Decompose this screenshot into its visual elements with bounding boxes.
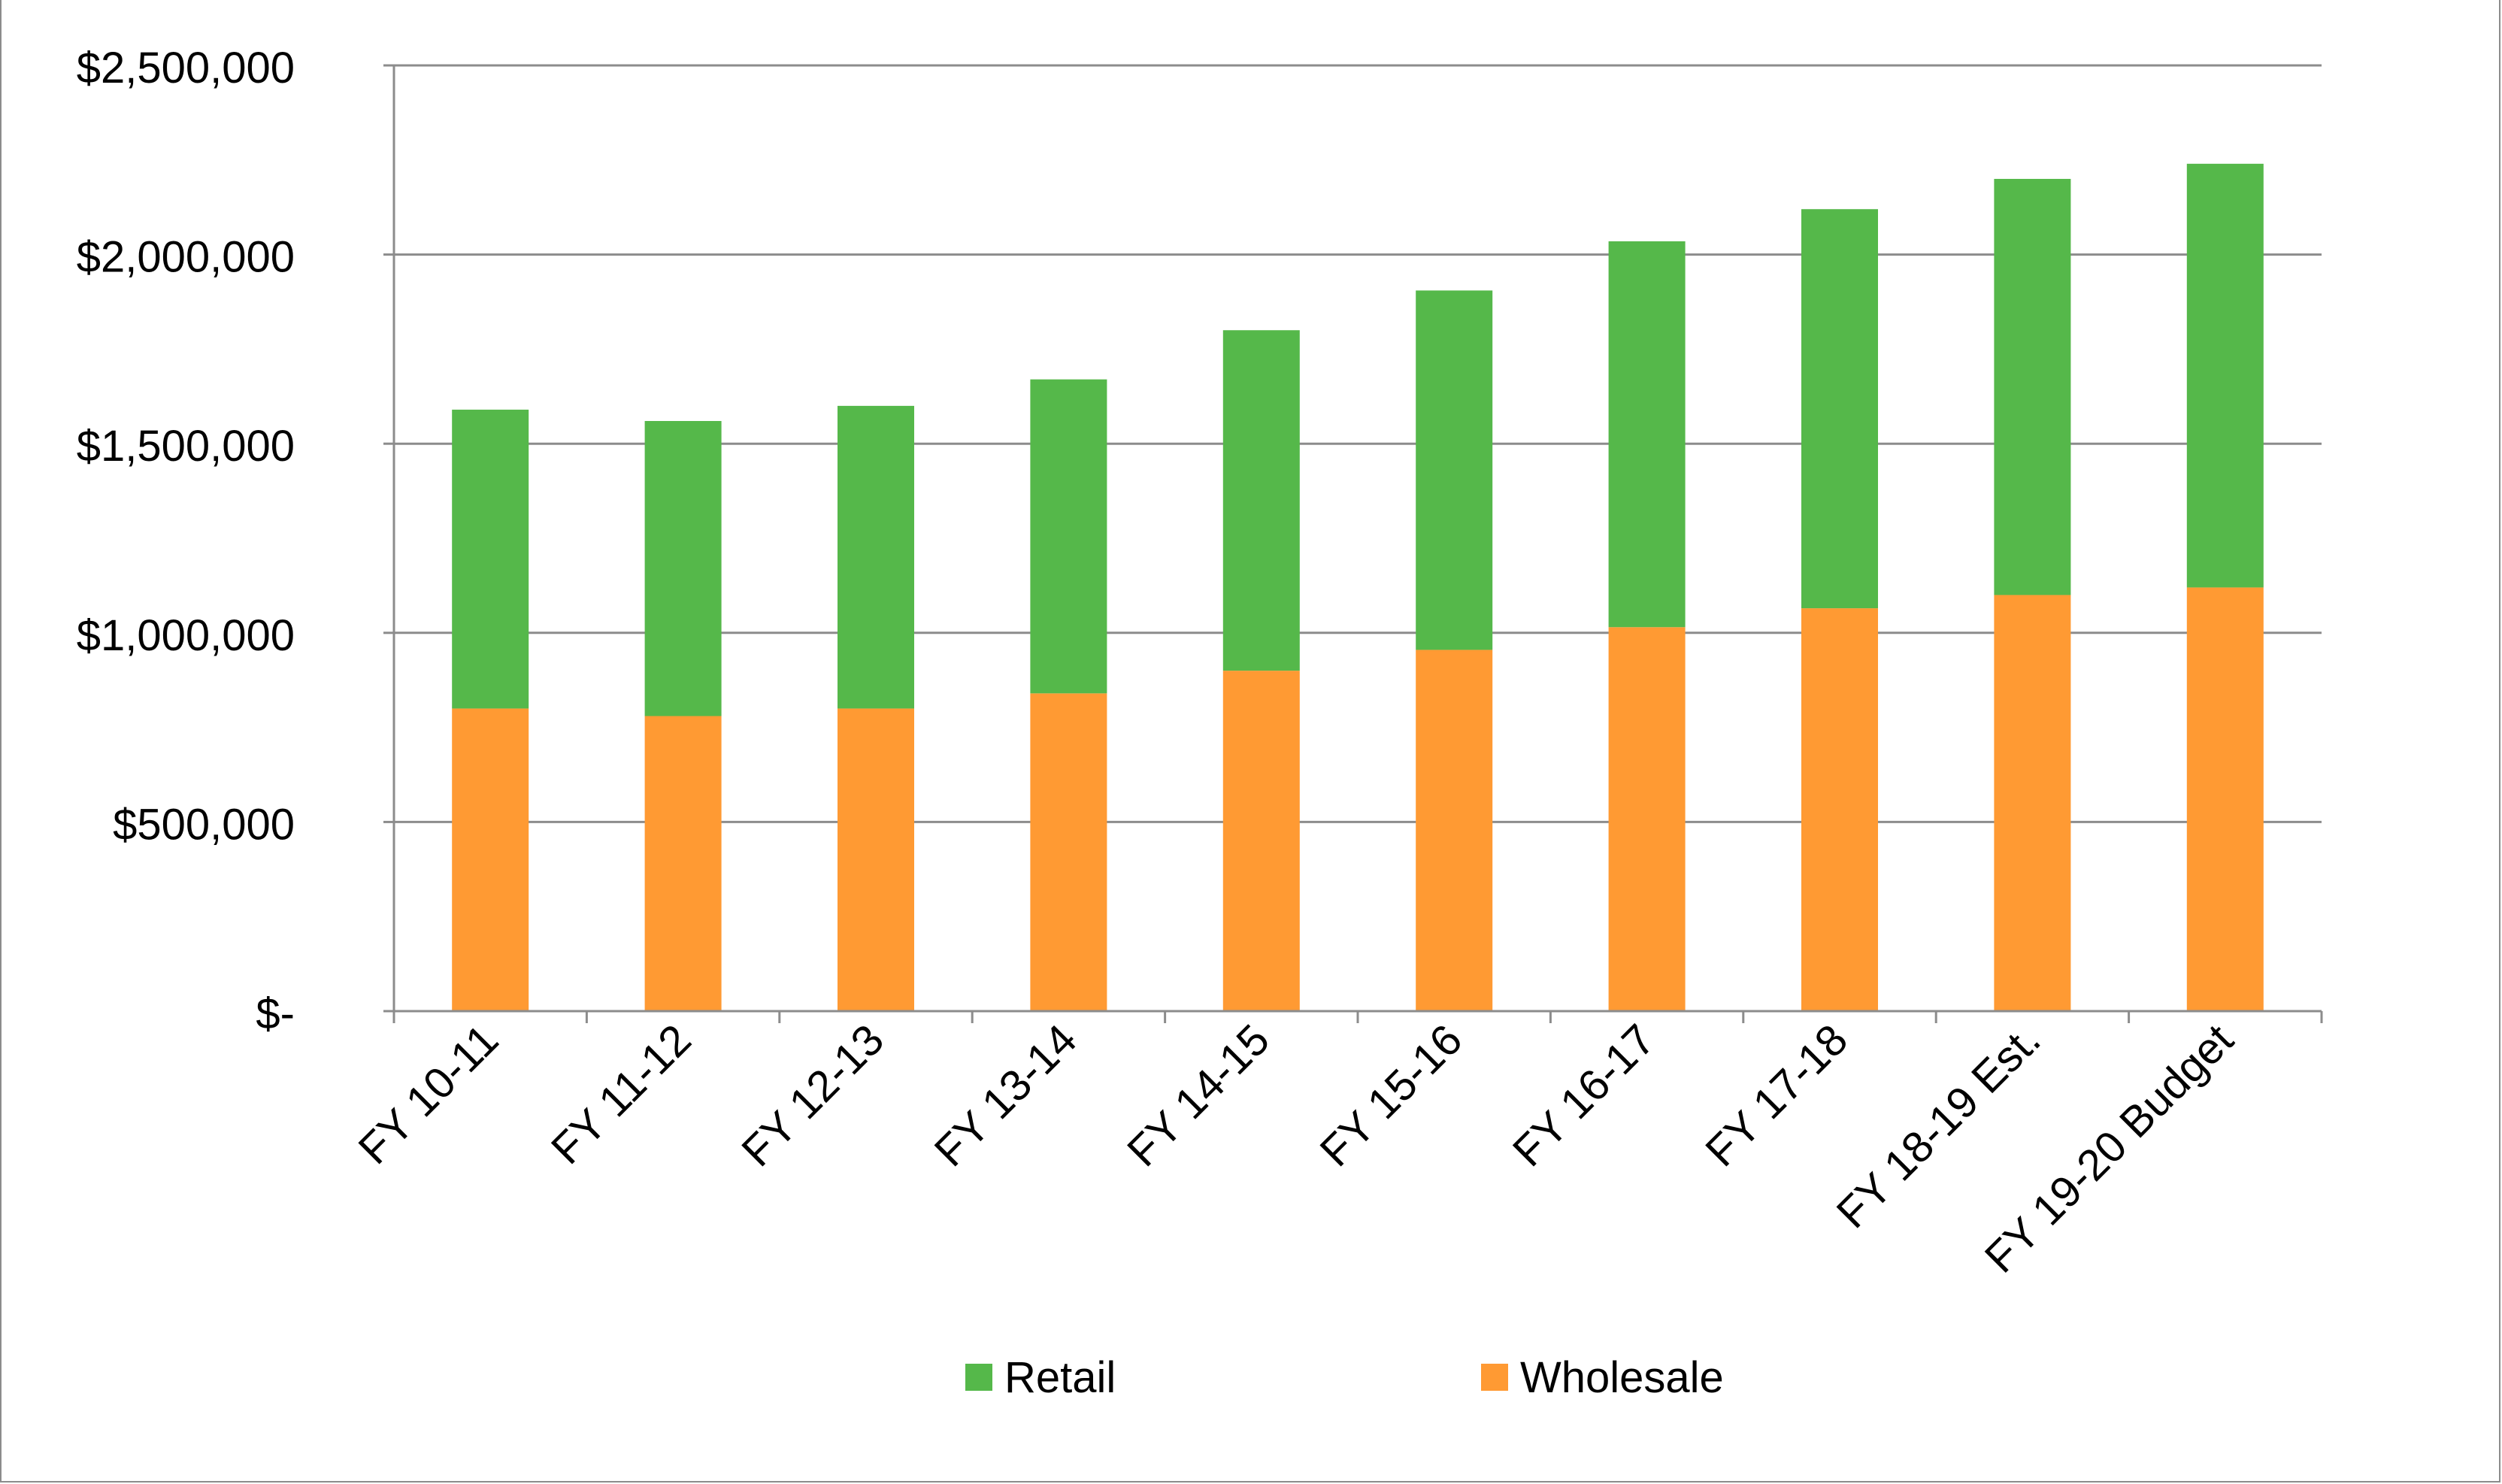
x-tick-label: FY 14-15	[1118, 1015, 1279, 1176]
x-tick-label: FY 13-14	[925, 1015, 1086, 1176]
bar-wholesale	[644, 716, 722, 1011]
bar-retail	[644, 421, 722, 716]
bar-wholesale	[1608, 627, 1686, 1011]
legend-label-wholesale: Wholesale	[1520, 1353, 1724, 1402]
bar-retail	[1608, 241, 1686, 628]
y-tick-label: $-	[256, 989, 295, 1038]
bar-wholesale	[1030, 693, 1107, 1011]
y-tick-label: $500,000	[113, 800, 295, 849]
bar-wholesale	[1222, 671, 1300, 1011]
x-tick-label: FY 12-13	[732, 1015, 893, 1176]
x-tick-label: FY 17-18	[1696, 1015, 1857, 1176]
bar-retail	[1416, 290, 1493, 650]
bar-wholesale	[1416, 650, 1493, 1011]
x-tick-label: FY 15-16	[1310, 1015, 1471, 1176]
y-tick-label: $2,500,000	[77, 44, 295, 92]
bar-retail	[838, 405, 914, 709]
bar-retail	[2186, 163, 2264, 588]
bar-retail	[1801, 209, 1878, 609]
legend-swatch-wholesale	[1481, 1364, 1508, 1391]
y-tick-label: $1,500,000	[77, 422, 295, 471]
x-tick-label: FY 10-11	[350, 1015, 508, 1174]
bar-retail	[1994, 178, 2071, 595]
bars	[452, 163, 2264, 1011]
bar-wholesale	[1801, 608, 1878, 1011]
y-tick-label: $2,000,000	[77, 233, 295, 282]
bar-retail	[452, 409, 529, 709]
x-tick-label: FY 16-17	[1504, 1015, 1664, 1176]
bar-wholesale	[452, 708, 529, 1011]
x-tick-label: FY 11-12	[542, 1015, 701, 1174]
bar-wholesale	[838, 708, 914, 1011]
bar-retail	[1030, 379, 1107, 694]
axes	[383, 64, 2323, 1023]
x-tick-label: FY 18-19 Est.	[1828, 1015, 2050, 1237]
legend-label-retail: Retail	[1004, 1353, 1116, 1402]
x-tick-labels: FY 10-11 FY 11-12 FY 12-13 FY 13-14 FY 14-15…	[350, 1015, 2243, 1282]
legend-swatch-retail	[965, 1364, 992, 1391]
y-tick-label: $1,000,000	[77, 611, 295, 660]
bar-wholesale	[1994, 595, 2071, 1011]
bar-wholesale	[2186, 587, 2264, 1011]
y-tick-labels: $- $500,000 $1,000,000 $1,500,000 $2,000,000…	[77, 44, 295, 1038]
legend: Retail Wholesale	[965, 1353, 1724, 1402]
bar-retail	[1222, 330, 1300, 671]
